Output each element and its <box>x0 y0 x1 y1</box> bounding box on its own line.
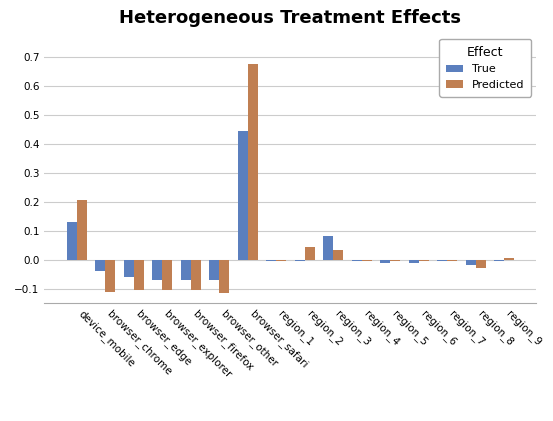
Bar <box>476 260 486 268</box>
Bar <box>333 250 343 260</box>
Bar <box>105 260 115 291</box>
Bar <box>504 258 514 260</box>
Bar <box>162 260 172 290</box>
Bar <box>124 260 134 277</box>
Bar <box>95 260 105 271</box>
Bar <box>238 131 248 260</box>
Bar <box>219 260 229 293</box>
Bar <box>191 260 201 290</box>
Bar <box>66 222 76 260</box>
Bar <box>134 260 144 290</box>
Bar <box>181 260 191 280</box>
Bar <box>352 260 362 261</box>
Title: Heterogeneous Treatment Effects: Heterogeneous Treatment Effects <box>119 8 461 27</box>
Bar <box>390 260 400 261</box>
Bar <box>276 260 286 261</box>
Bar <box>209 260 219 280</box>
Bar <box>76 200 87 260</box>
Bar <box>248 64 258 260</box>
Legend: True, Predicted: True, Predicted <box>440 39 531 97</box>
Bar <box>447 260 457 261</box>
Bar <box>494 260 504 261</box>
Bar <box>437 260 447 261</box>
Bar <box>323 237 333 260</box>
Bar <box>266 260 276 261</box>
Bar <box>380 260 390 263</box>
Bar <box>419 260 429 261</box>
Bar <box>305 248 315 260</box>
Bar <box>362 260 372 261</box>
Bar <box>466 260 476 266</box>
Bar <box>409 260 419 263</box>
Bar <box>295 260 305 261</box>
Bar <box>152 260 162 280</box>
